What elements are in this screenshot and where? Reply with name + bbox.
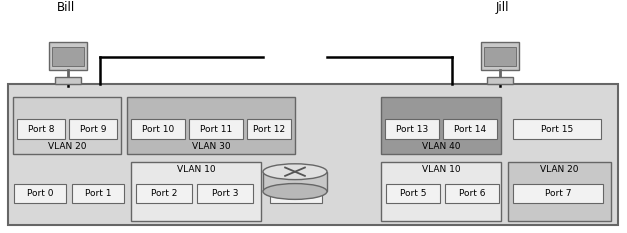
Ellipse shape bbox=[263, 164, 327, 180]
Bar bbox=[14, 184, 66, 203]
Text: Port 4: Port 4 bbox=[283, 189, 309, 198]
Bar bbox=[513, 119, 601, 139]
Bar bbox=[17, 119, 65, 139]
Bar bbox=[385, 119, 439, 139]
Ellipse shape bbox=[263, 184, 327, 199]
Bar bbox=[197, 184, 253, 203]
Bar bbox=[443, 119, 497, 139]
Text: VLAN 30: VLAN 30 bbox=[192, 141, 230, 151]
Bar bbox=[189, 119, 243, 139]
Bar bbox=[52, 47, 84, 66]
Text: Jill: Jill bbox=[495, 1, 508, 14]
Bar bbox=[131, 162, 261, 221]
Text: Port 12: Port 12 bbox=[253, 125, 285, 134]
Text: Port 13: Port 13 bbox=[396, 125, 428, 134]
Bar bbox=[381, 162, 501, 221]
Bar bbox=[49, 42, 87, 70]
Bar bbox=[513, 184, 603, 203]
Bar bbox=[8, 84, 618, 225]
Text: Port 11: Port 11 bbox=[200, 125, 232, 134]
Bar bbox=[484, 47, 516, 66]
Text: Port 3: Port 3 bbox=[212, 189, 238, 198]
Bar bbox=[247, 119, 291, 139]
Text: VLAN 10: VLAN 10 bbox=[422, 165, 460, 174]
Bar bbox=[72, 184, 124, 203]
Bar bbox=[508, 162, 611, 221]
Bar bbox=[69, 119, 117, 139]
Text: Port 15: Port 15 bbox=[541, 125, 573, 134]
Text: VLAN 20: VLAN 20 bbox=[48, 141, 87, 151]
Text: Port 10: Port 10 bbox=[142, 125, 174, 134]
Bar bbox=[270, 184, 322, 203]
Bar bbox=[13, 96, 121, 154]
Bar bbox=[481, 42, 519, 70]
Text: Port 14: Port 14 bbox=[454, 125, 486, 134]
Text: Port 8: Port 8 bbox=[28, 125, 55, 134]
Text: Port 1: Port 1 bbox=[85, 189, 111, 198]
Bar bbox=[55, 77, 81, 84]
Text: Port 5: Port 5 bbox=[400, 189, 426, 198]
Bar bbox=[131, 119, 185, 139]
Bar bbox=[487, 77, 513, 84]
Text: Port 9: Port 9 bbox=[80, 125, 106, 134]
Text: Port 7: Port 7 bbox=[545, 189, 571, 198]
Text: Port 0: Port 0 bbox=[27, 189, 53, 198]
Text: Port 6: Port 6 bbox=[459, 189, 485, 198]
Text: VLAN 40: VLAN 40 bbox=[422, 141, 460, 151]
Bar bbox=[127, 96, 295, 154]
Bar bbox=[386, 184, 440, 203]
Text: VLAN 20: VLAN 20 bbox=[540, 165, 579, 174]
Bar bbox=[381, 96, 501, 154]
Text: VLAN 10: VLAN 10 bbox=[177, 165, 215, 174]
Text: Port 2: Port 2 bbox=[151, 189, 177, 198]
Text: Bill: Bill bbox=[57, 1, 75, 14]
Bar bbox=[445, 184, 499, 203]
Bar bbox=[136, 184, 192, 203]
Bar bbox=[263, 172, 327, 192]
